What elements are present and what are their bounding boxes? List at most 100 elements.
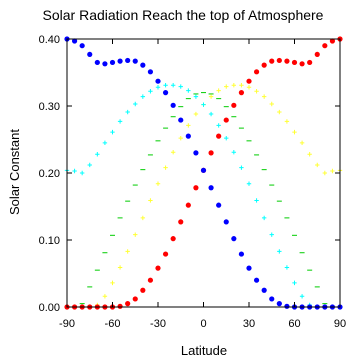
data-point [224,84,229,89]
data-point [208,111,214,117]
data-point [72,168,77,174]
data-point [178,84,183,89]
data-point [299,140,305,146]
data-point [246,85,252,90]
data-point [178,117,184,123]
data-point [117,303,123,309]
data-point [239,83,244,88]
x-axis-label: Latitude [181,343,227,358]
data-point [132,58,138,64]
data-point [133,232,138,237]
plot-frame [66,38,341,308]
x-tick-label: 30 [243,318,255,330]
axis-ticks: -90 -60 -30 0 30 60 90 0.00 0.10 0.20 0.30 0.40 [39,34,347,330]
data-point [170,236,176,242]
data-point [200,167,207,173]
data-point [102,140,108,146]
data-point [132,296,138,302]
data-point [246,265,252,271]
data-point [102,294,108,299]
data-point [299,61,305,67]
data-point [147,69,154,75]
data-point [71,38,78,44]
data-point [284,119,290,124]
data-point [193,150,199,156]
data-point [117,58,123,64]
data-point [254,198,259,203]
x-tick-label: -90 [59,318,75,330]
chart-title: Solar Radiation Reach the top of Atmosph… [43,7,324,23]
data-point [231,102,237,108]
data-point [261,215,267,221]
data-point [155,85,161,90]
data-point [87,51,93,58]
data-point [314,51,320,58]
data-point [238,90,245,96]
data-point [201,102,206,107]
data-point [178,135,183,141]
data-point [292,280,297,286]
data-point [117,265,123,270]
data-point [216,133,222,139]
data-point [148,198,153,203]
data-point [110,280,115,286]
data-point [322,170,328,176]
data-point [125,249,130,254]
data-point [315,162,320,168]
data-point [110,129,115,135]
series-1 [64,83,343,310]
data-point [292,129,297,135]
data-point [224,135,229,141]
data-point [125,301,131,307]
data-point [269,296,275,302]
data-point [133,101,138,107]
data-point [148,89,153,94]
data-point [147,277,154,283]
data-point [231,236,237,242]
x-tick-label: 60 [288,318,300,330]
data-point [277,109,282,115]
data-point [330,168,335,174]
data-point [269,101,274,107]
data-point [155,265,161,271]
series-3 [64,83,343,310]
x-tick-label: -30 [150,318,166,330]
data-point [162,90,169,96]
data-point [163,83,168,88]
data-point [261,287,267,293]
data-point [140,94,146,99]
y-axis-label: Solar Constant [7,129,22,215]
y-tick-label: 0.00 [39,302,60,314]
data-point [117,119,123,124]
data-point [95,152,100,157]
data-point [254,89,259,94]
data-point [246,181,252,186]
data-point [231,83,237,88]
data-point [216,88,221,93]
data-point [284,265,290,270]
data-point [276,57,282,64]
data-point [246,78,252,84]
data-point [208,150,214,156]
data-point [208,185,214,191]
data-point [155,181,161,186]
data-point [231,150,237,155]
data-point [284,58,290,64]
data-point [269,232,274,237]
data-point [170,150,176,155]
data-point [186,88,191,93]
y-tick-label: 0.40 [39,34,60,46]
data-point [185,133,191,139]
data-point [125,109,130,115]
series-0 [64,36,343,310]
data-point [261,62,267,68]
data-point [291,59,298,66]
data-point [208,94,214,99]
y-tick-label: 0.10 [39,235,60,247]
data-point [322,43,328,49]
data-point [238,251,245,257]
data-point [193,94,199,99]
data-point [261,94,267,99]
data-point [277,249,282,254]
